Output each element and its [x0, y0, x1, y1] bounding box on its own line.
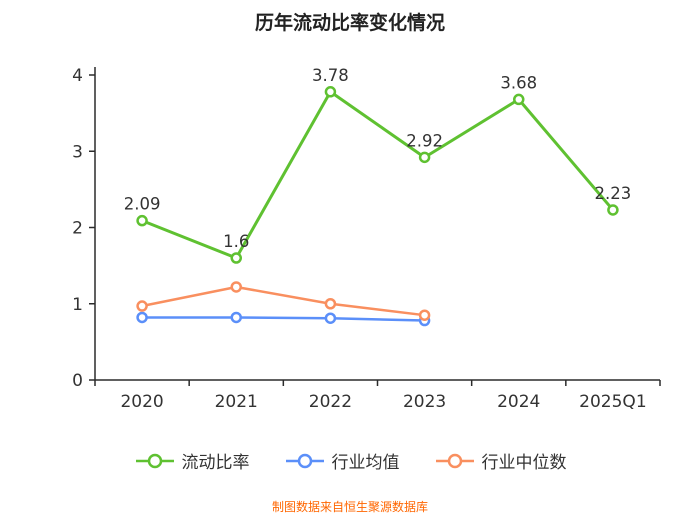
y-tick-label: 4: [72, 66, 83, 86]
legend-item-industry-median[interactable]: 行业中位数: [434, 448, 567, 473]
axes: [89, 67, 661, 386]
data-point: [418, 309, 431, 321]
y-tick-label: 2: [72, 219, 83, 239]
chart-title: 历年流动比率变化情况: [254, 12, 445, 34]
legend-item-industry-avg[interactable]: 行业均值: [284, 448, 400, 473]
y-tick-label: 3: [72, 142, 83, 162]
x-tick-label: 2021: [215, 392, 258, 412]
line-marker-icon: [135, 453, 174, 468]
y-axis-labels: 0 1 2 3 4: [72, 66, 83, 391]
x-tick-label: 2025Q1: [579, 392, 646, 412]
data-point: [607, 204, 619, 216]
data-label: 3.78: [312, 66, 349, 85]
data-point: [324, 86, 337, 98]
data-point: [136, 311, 148, 324]
x-tick-label: 2023: [403, 392, 446, 412]
data-label: 2.92: [406, 131, 443, 150]
series-行业均值: [136, 311, 431, 327]
data-point: [230, 252, 242, 264]
legend-label: 行业均值: [331, 453, 400, 473]
plot-area: 0 1 2 3 4 2020 2021 2022 2023 2024 2025Q1 2.09 1.6 3.…: [72, 66, 661, 412]
data-point: [324, 312, 337, 324]
data-point: [230, 311, 242, 324]
x-tick-label: 2020: [120, 392, 163, 412]
data-label: 1.6: [223, 232, 249, 251]
y-tick-label: 0: [72, 371, 83, 391]
series-流动比率: 2.09 1.6 3.78 2.92 3.68 2.23: [124, 66, 632, 264]
x-tick-label: 2024: [497, 392, 540, 412]
legend-label: 行业中位数: [481, 453, 567, 473]
y-tick-label: 1: [72, 295, 83, 315]
data-label: 3.68: [500, 73, 537, 92]
line-chart: 0 1 2 3 4 2020 2021 2022 2023 2024 2025Q1 2.09 1.6 3.…: [72, 66, 661, 412]
data-point: [136, 214, 148, 227]
data-source-note: 制图数据来自恒生聚源数据库: [271, 500, 428, 514]
data-point: [230, 281, 242, 293]
data-point: [513, 93, 525, 106]
legend-item-current-ratio[interactable]: 流动比率: [134, 448, 250, 473]
data-point: [136, 300, 148, 312]
line-marker-icon: [435, 453, 474, 468]
data-label: 2.23: [595, 184, 632, 203]
series-行业中位数: [136, 281, 431, 321]
legend-label: 流动比率: [181, 453, 250, 473]
data-point: [418, 151, 431, 164]
x-axis-labels: 2020 2021 2022 2023 2024 2025Q1: [120, 392, 646, 412]
legend: 流动比率 行业均值 行业中位数: [0, 448, 700, 473]
line-marker-icon: [285, 453, 324, 468]
x-tick-label: 2022: [309, 392, 352, 412]
data-label: 2.09: [124, 195, 161, 214]
data-point: [324, 298, 337, 310]
